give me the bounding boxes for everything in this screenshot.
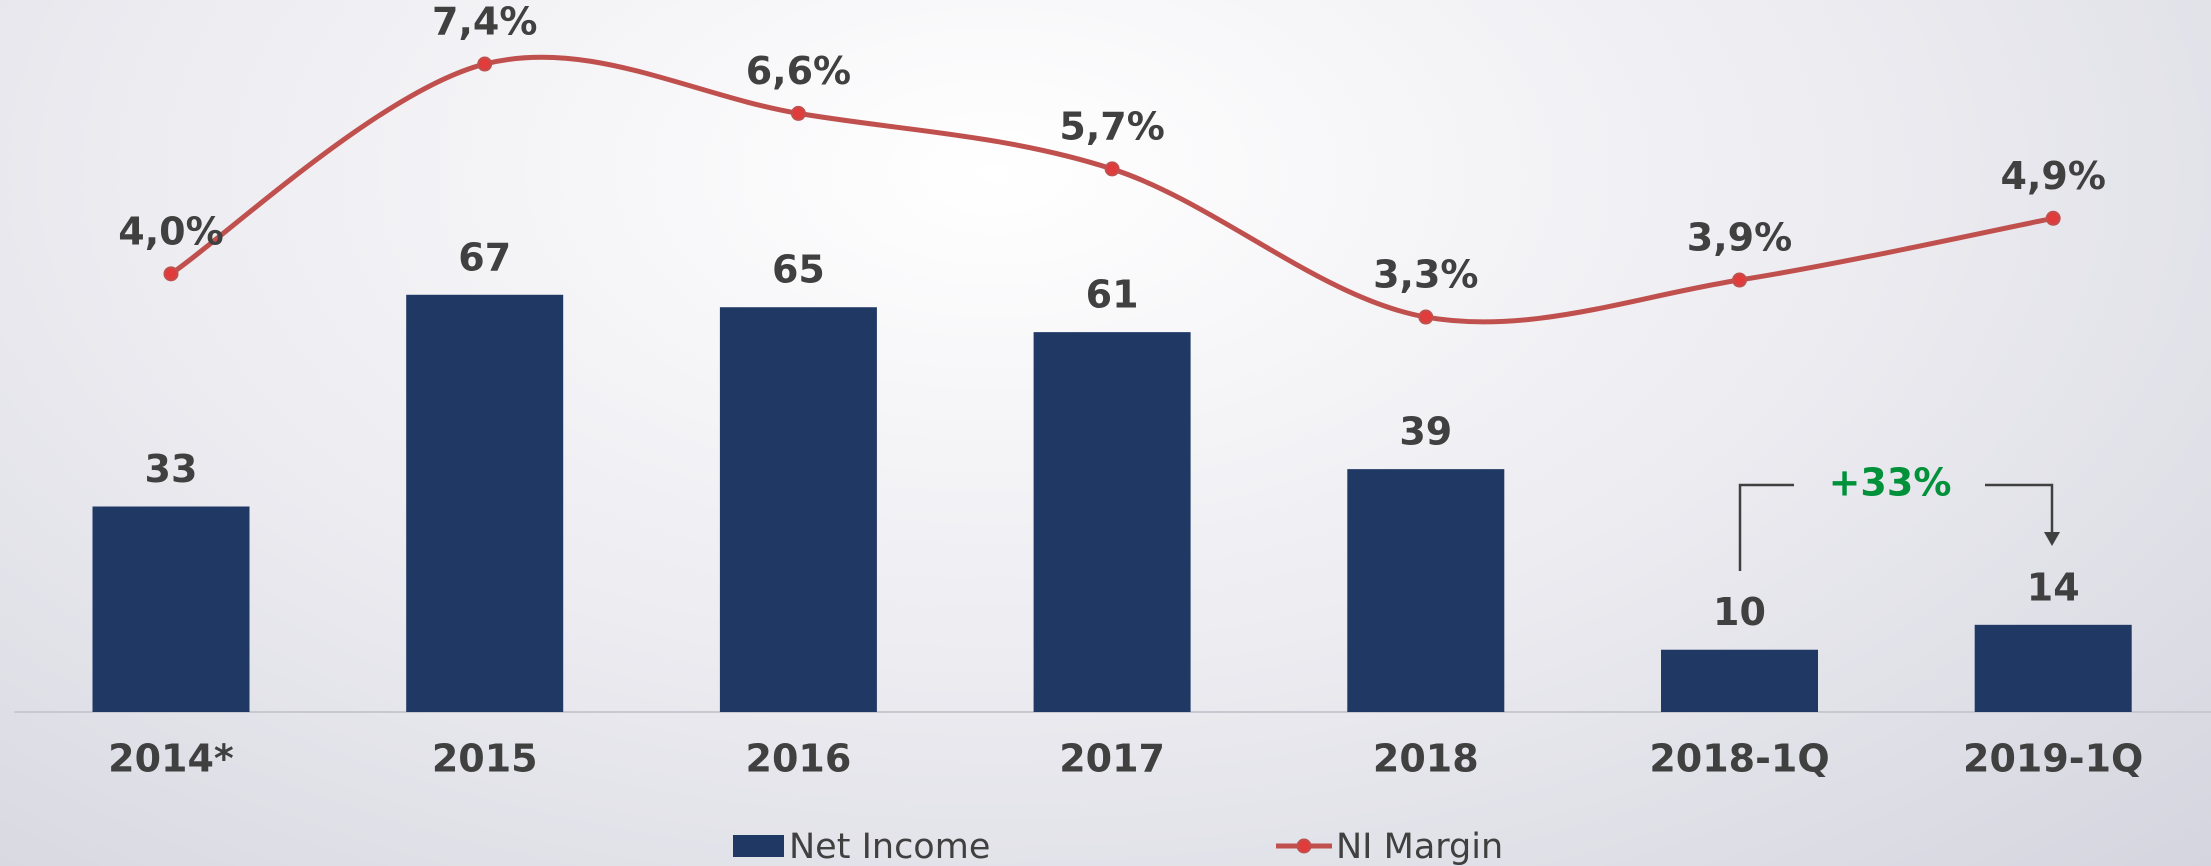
bar [1347, 469, 1505, 712]
bar [1661, 649, 1818, 712]
x-tick-label: 2018-1Q [1649, 737, 1829, 781]
x-tick-label: 2018 [1373, 737, 1479, 781]
data-label: 33 [145, 447, 198, 491]
data-label: 3,9% [1687, 216, 1792, 260]
legend-swatch [733, 835, 784, 857]
data-label: 65 [772, 248, 825, 292]
line-marker [1732, 272, 1747, 288]
line-marker [1418, 309, 1434, 325]
data-label: 7,4% [432, 0, 537, 44]
line-marker [477, 56, 493, 72]
data-label: 10 [1713, 590, 1766, 634]
line-marker [790, 105, 806, 121]
data-label: 4,0% [118, 209, 223, 253]
bar [1033, 332, 1191, 712]
annotation-bracket [1738, 483, 2060, 571]
legend-label: NI Margin [1336, 827, 1503, 866]
legend-swatch [1296, 838, 1312, 854]
x-tick-label: 2019-1Q [1963, 737, 2143, 781]
bar [719, 307, 877, 712]
annotation: +33% [1829, 461, 1952, 505]
x-tick-label: 2017 [1059, 737, 1165, 781]
data-label: 6,6% [746, 49, 851, 93]
line-marker [2045, 210, 2061, 226]
bar [1974, 624, 2132, 712]
bar [406, 294, 564, 712]
data-label: 67 [458, 235, 511, 279]
data-label: 5,7% [1059, 104, 1164, 148]
data-label: 61 [1086, 273, 1139, 317]
data-label: 4,9% [2001, 154, 2106, 198]
data-label: 14 [2027, 565, 2080, 609]
x-tick-label: 2015 [432, 737, 538, 781]
bar [92, 506, 250, 712]
data-label: 39 [1399, 410, 1452, 454]
legend-label: Net Income [789, 827, 990, 866]
line-marker [1104, 161, 1120, 177]
line-marker [163, 266, 179, 282]
x-tick-label: 2014* [108, 737, 234, 781]
data-label: 3,3% [1373, 253, 1478, 297]
x-tick-label: 2016 [746, 737, 852, 781]
